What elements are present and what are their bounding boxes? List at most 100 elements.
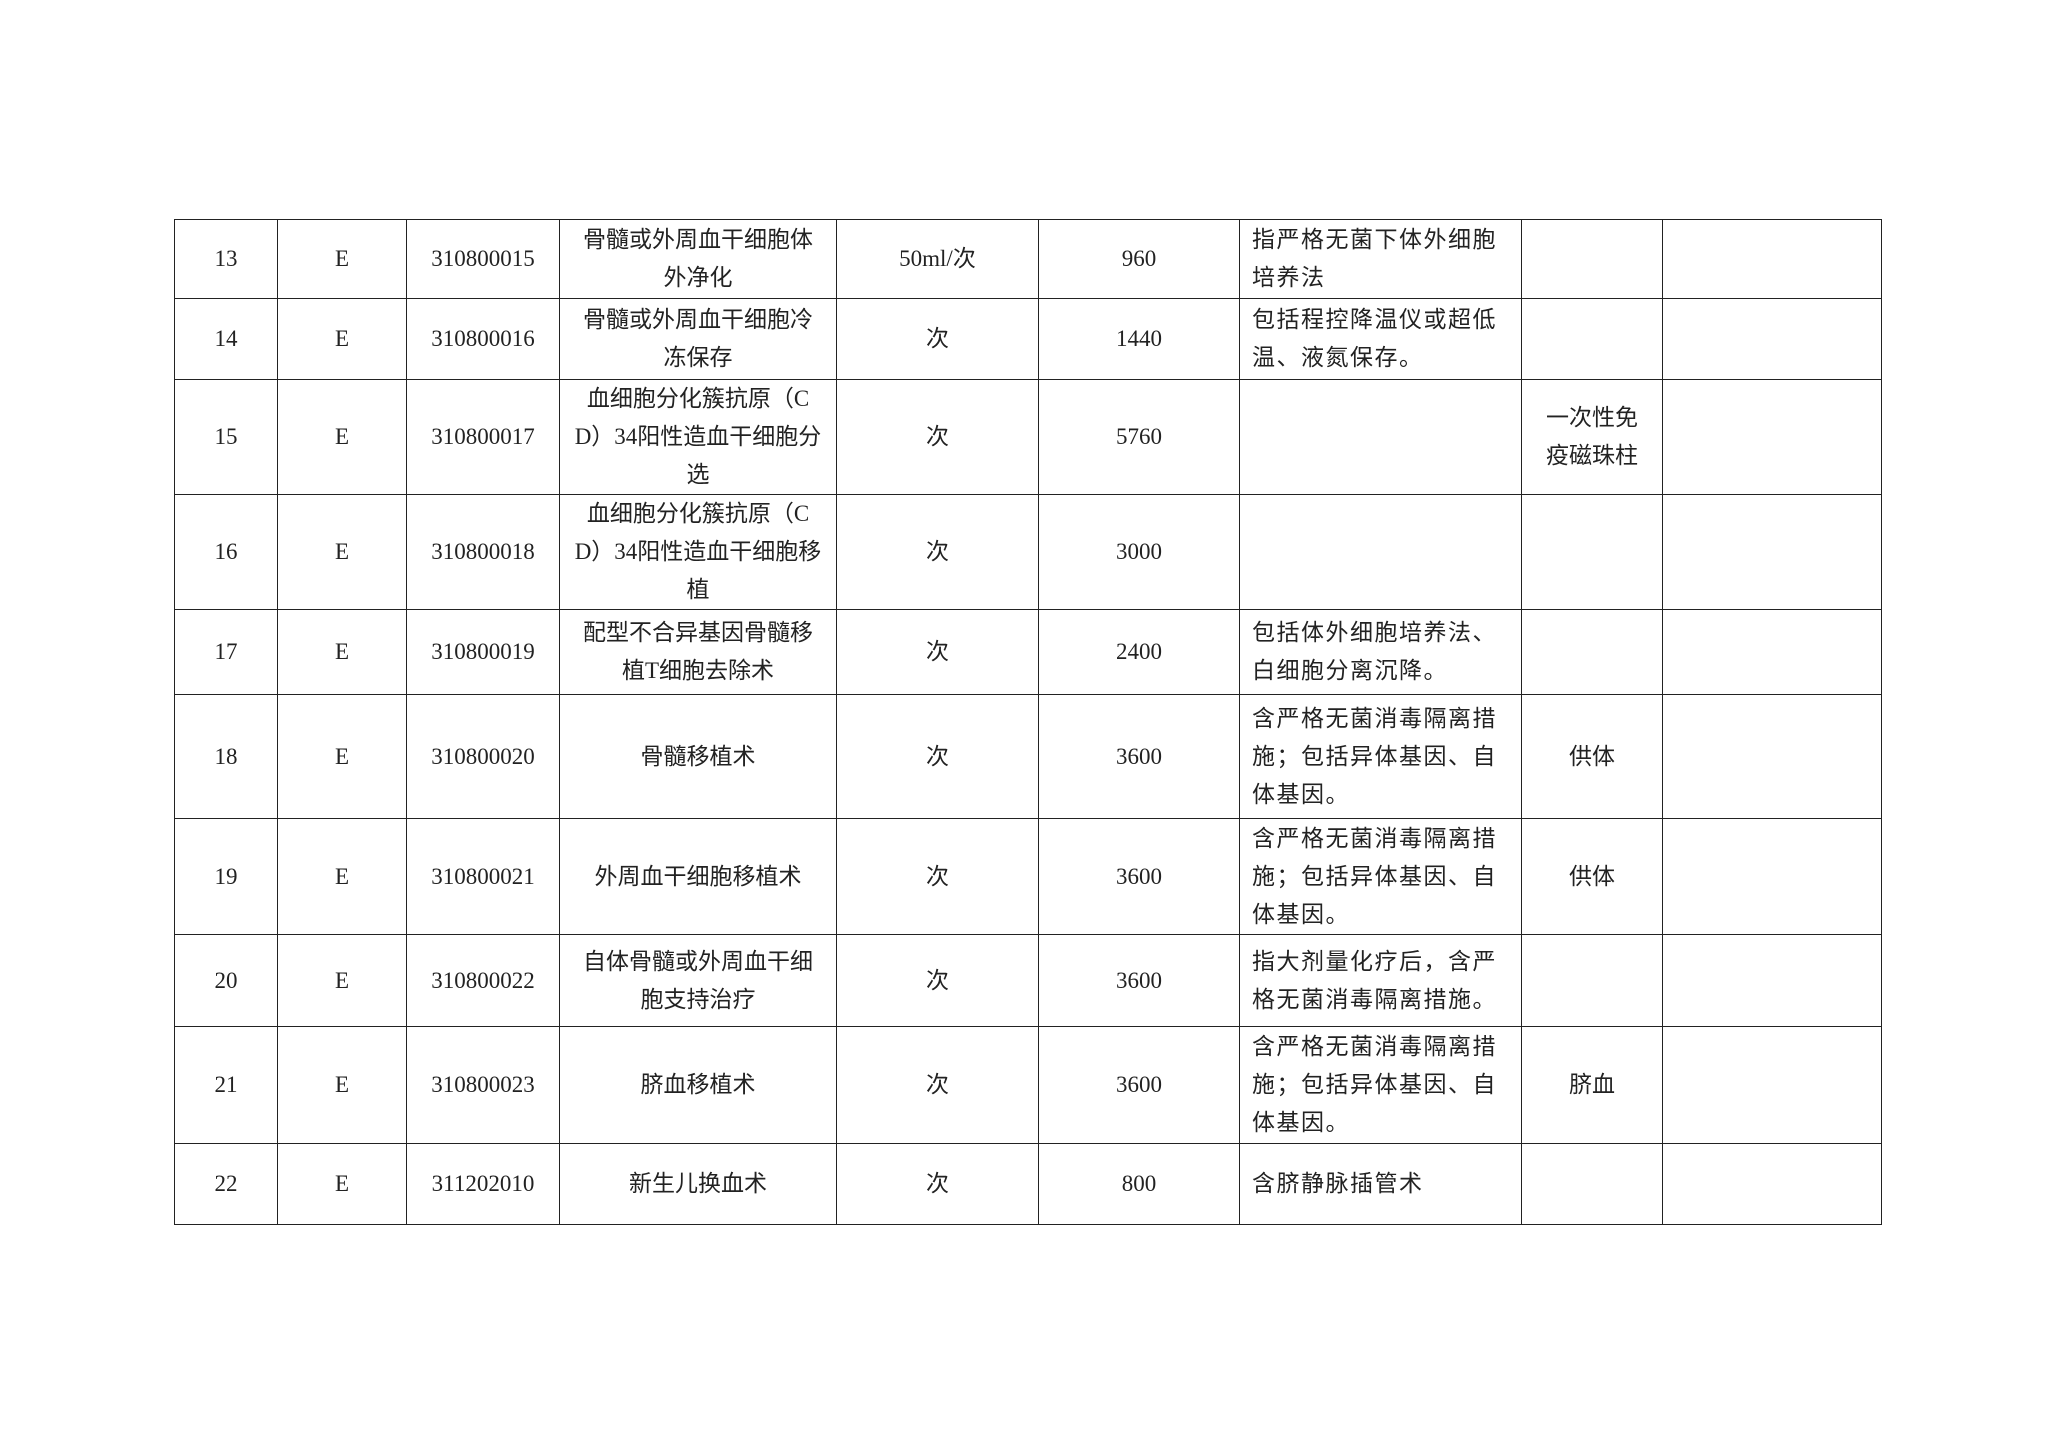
category-code-cell: E [277,609,407,695]
table-row: 20 E 310800022 自体骨髓或外周血干细胞支持治疗次 3600 指大剂量化疗后，… [174,934,1882,1027]
item-name-cell: 血细胞分化簇抗原（CD）34阳性造血干细胞分选 [559,379,837,495]
item-description-cell: 指大剂量化疗后，含严格无菌消毒隔离措施。 [1239,934,1522,1027]
price-cell: 2400 [1038,609,1240,695]
price-cell: 3600 [1038,818,1240,935]
remarks-cell [1662,1143,1882,1225]
remarks-cell [1662,818,1882,935]
item-code-cell: 310800016 [406,298,560,380]
row-number-cell: 13 [174,219,278,299]
category-code-cell: E [277,934,407,1027]
price-cell: 3000 [1038,494,1240,610]
item-description-cell: 含严格无菌消毒隔离措施；包括异体基因、自体基因。 [1239,694,1522,819]
category-code-cell: E [277,1026,407,1144]
item-code-cell: 310800020 [406,694,560,819]
row-number-cell: 14 [174,298,278,380]
unit-cell: 次 [836,494,1039,610]
remarks-cell [1662,609,1882,695]
excluded-items-cell: 供体 [1521,694,1663,819]
excluded-items-cell [1521,609,1663,695]
row-number-cell: 16 [174,494,278,610]
price-cell: 3600 [1038,934,1240,1027]
remarks-cell [1662,379,1882,495]
item-description-cell: 含脐静脉插管术 [1239,1143,1522,1225]
item-description-cell: 含严格无菌消毒隔离措施；包括异体基因、自体基因。 [1239,1026,1522,1144]
item-code-cell: 310800015 [406,219,560,299]
excluded-items-cell [1521,494,1663,610]
unit-cell: 次 [836,818,1039,935]
category-code-cell: E [277,298,407,380]
price-cell: 1440 [1038,298,1240,380]
excluded-items-cell: 一次性免疫磁珠柱 [1521,379,1663,495]
unit-cell: 次 [836,379,1039,495]
table-row: 17 E 310800019 配型不合异基因骨髓移植T细胞去除术次 2400 包括体外细胞… [174,609,1882,695]
row-number-cell: 15 [174,379,278,495]
excluded-items-cell: 供体 [1521,818,1663,935]
category-code-cell: E [277,818,407,935]
item-code-cell: 310800022 [406,934,560,1027]
row-number-cell: 20 [174,934,278,1027]
item-code-cell: 311202010 [406,1143,560,1225]
item-name-cell: 骨髓或外周血干细胞体外净化 [559,219,837,299]
item-description-cell [1239,379,1522,495]
price-cell: 3600 [1038,1026,1240,1144]
price-cell: 5760 [1038,379,1240,495]
excluded-items-cell: 脐血 [1521,1026,1663,1144]
item-name-cell: 新生儿换血术 [559,1143,837,1225]
table-row: 14 E 310800016 骨髓或外周血干细胞冷冻保存次 1440 包括程控降温仪或超低… [174,298,1882,380]
item-name-cell: 脐血移植术 [559,1026,837,1144]
item-name-cell: 配型不合异基因骨髓移植T细胞去除术 [559,609,837,695]
unit-cell: 50ml/次 [836,219,1039,299]
excluded-items-cell [1521,1143,1663,1225]
item-name-cell: 血细胞分化簇抗原（CD）34阳性造血干细胞移植 [559,494,837,610]
item-description-cell: 指严格无菌下体外细胞培养法 [1239,219,1522,299]
remarks-cell [1662,494,1882,610]
price-cell: 3600 [1038,694,1240,819]
item-description-cell: 包括体外细胞培养法、白细胞分离沉降。 [1239,609,1522,695]
excluded-items-cell [1521,298,1663,380]
item-name-cell: 外周血干细胞移植术 [559,818,837,935]
category-code-cell: E [277,494,407,610]
table-row: 15 E 310800017 血细胞分化簇抗原（CD）34阳性造血干细胞分选次 5760… [174,379,1882,495]
item-code-cell: 310800018 [406,494,560,610]
item-code-cell: 310800019 [406,609,560,695]
table-row: 19 E 310800021 外周血干细胞移植术次 3600 含严格无菌消毒隔离措施；包括… [174,818,1882,935]
table-row: 16 E 310800018 血细胞分化簇抗原（CD）34阳性造血干细胞移植次 3000 [174,494,1882,610]
table-row: 13 E 310800015 骨髓或外周血干细胞体外净化 50ml/次 960 指严格无菌下… [174,219,1882,299]
category-code-cell: E [277,379,407,495]
remarks-cell [1662,1026,1882,1144]
item-name-cell: 骨髓移植术 [559,694,837,819]
row-number-cell: 17 [174,609,278,695]
price-table: 13 E 310800015 骨髓或外周血干细胞体外净化 50ml/次 960 指严格无菌下… [174,219,1882,1225]
item-code-cell: 310800023 [406,1026,560,1144]
excluded-items-cell [1521,219,1663,299]
row-number-cell: 18 [174,694,278,819]
remarks-cell [1662,219,1882,299]
unit-cell: 次 [836,1026,1039,1144]
item-name-cell: 自体骨髓或外周血干细胞支持治疗 [559,934,837,1027]
item-description-cell: 含严格无菌消毒隔离措施；包括异体基因、自体基因。 [1239,818,1522,935]
item-description-cell [1239,494,1522,610]
item-description-cell: 包括程控降温仪或超低温、液氮保存。 [1239,298,1522,380]
row-number-cell: 22 [174,1143,278,1225]
remarks-cell [1662,298,1882,380]
remarks-cell [1662,934,1882,1027]
table-row: 21 E 310800023 脐血移植术次 3600 含严格无菌消毒隔离措施；包括异体基因… [174,1026,1882,1144]
unit-cell: 次 [836,1143,1039,1225]
table-row: 18 E 310800020 骨髓移植术次 3600 含严格无菌消毒隔离措施；包括异体基因… [174,694,1882,819]
unit-cell: 次 [836,934,1039,1027]
category-code-cell: E [277,219,407,299]
excluded-items-cell [1521,934,1663,1027]
price-cell: 960 [1038,219,1240,299]
row-number-cell: 19 [174,818,278,935]
unit-cell: 次 [836,694,1039,819]
item-code-cell: 310800017 [406,379,560,495]
unit-cell: 次 [836,298,1039,380]
item-code-cell: 310800021 [406,818,560,935]
category-code-cell: E [277,1143,407,1225]
row-number-cell: 21 [174,1026,278,1144]
category-code-cell: E [277,694,407,819]
item-name-cell: 骨髓或外周血干细胞冷冻保存 [559,298,837,380]
price-cell: 800 [1038,1143,1240,1225]
remarks-cell [1662,694,1882,819]
unit-cell: 次 [836,609,1039,695]
